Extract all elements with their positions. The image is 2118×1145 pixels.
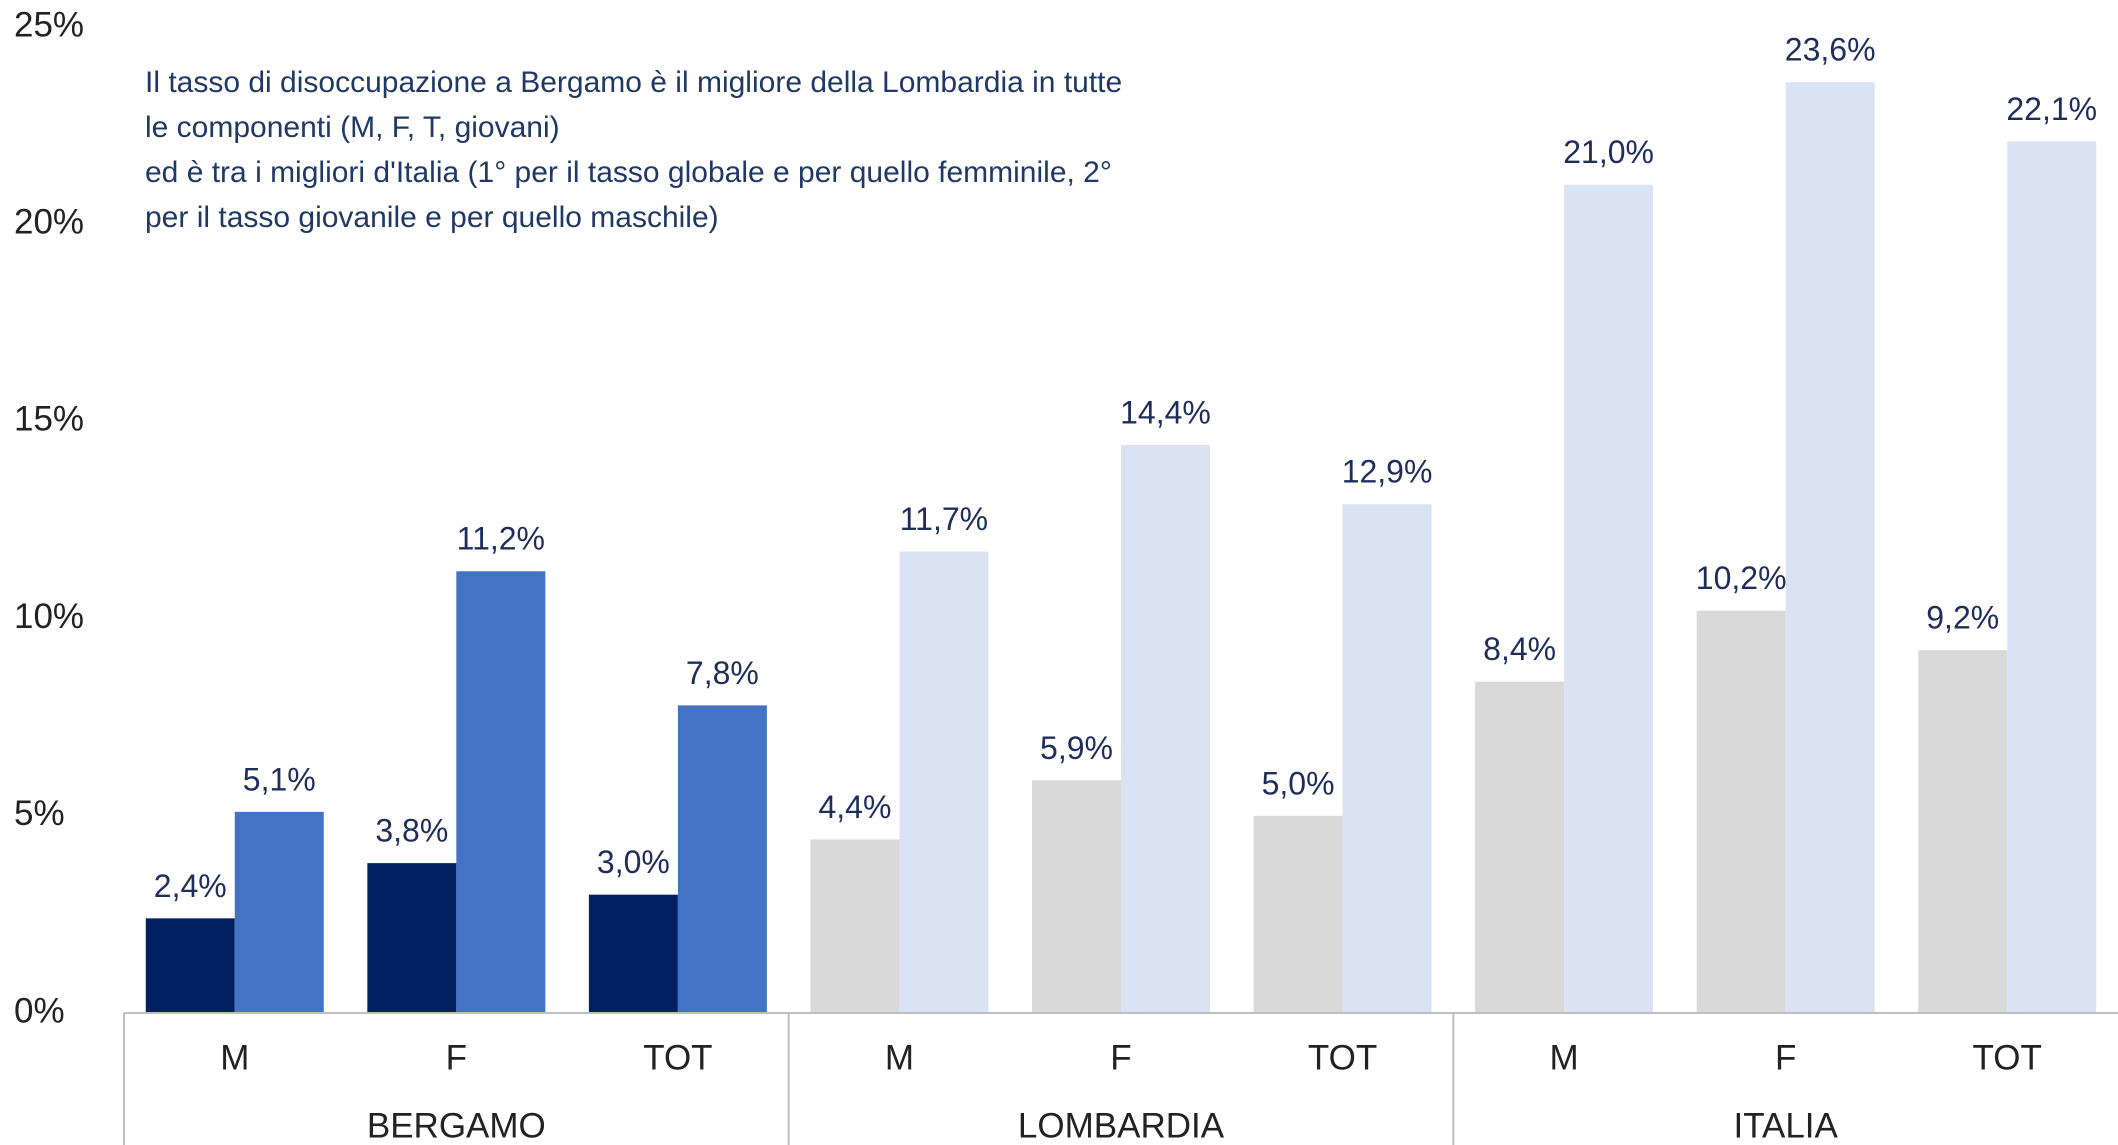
value-label: 21,0% <box>1563 134 1654 170</box>
value-label: 5,0% <box>1262 765 1335 801</box>
bar <box>145 918 235 1013</box>
value-label: 7,8% <box>686 655 759 691</box>
y-tick-label: 10% <box>14 597 84 636</box>
bar <box>1475 681 1565 1013</box>
bar <box>1564 184 1654 1013</box>
annotation: le componenti (M, F, T, giovani) <box>145 111 560 144</box>
value-label: 3,8% <box>375 813 448 849</box>
annotation: Il tasso di disoccupazione a Bergamo è i… <box>145 66 1122 99</box>
x-tick-label: TOT <box>643 1038 712 1077</box>
value-label: 2,4% <box>154 868 227 904</box>
bar <box>367 863 457 1013</box>
y-tick-label: 15% <box>14 400 84 439</box>
bar <box>2007 141 2097 1014</box>
value-label: 3,0% <box>597 844 670 880</box>
value-label: 14,4% <box>1120 395 1211 431</box>
bar <box>1121 445 1210 1014</box>
bar <box>1032 780 1121 1013</box>
bar <box>1253 815 1343 1013</box>
value-label: 9,2% <box>1926 600 1999 636</box>
annotation: per il tasso giovanile e per quello masc… <box>145 201 719 234</box>
bar <box>677 705 767 1013</box>
value-label: 4,4% <box>818 789 891 825</box>
bar <box>456 571 546 1013</box>
x-tick-label: F <box>1110 1038 1131 1077</box>
bar <box>810 839 900 1013</box>
bar <box>234 811 324 1013</box>
y-tick-label: 20% <box>14 202 84 241</box>
y-tick-label: 5% <box>14 794 65 833</box>
value-label: 5,9% <box>1040 730 1113 766</box>
group-label: BERGAMO <box>367 1106 546 1145</box>
bar <box>1342 504 1432 1013</box>
value-label: 23,6% <box>1785 32 1876 68</box>
group-label: LOMBARDIA <box>1018 1106 1225 1145</box>
x-tick-label: TOT <box>1973 1038 2042 1077</box>
value-label: 12,9% <box>1342 454 1433 490</box>
value-label: 10,2% <box>1696 560 1787 596</box>
x-tick-label: M <box>885 1038 914 1077</box>
y-tick-label: 25% <box>14 5 84 44</box>
bar <box>899 551 989 1013</box>
bar <box>1918 650 2008 1013</box>
value-label: 11,7% <box>900 501 988 537</box>
y-tick-label: 0% <box>14 991 65 1030</box>
x-tick-label: M <box>1550 1038 1579 1077</box>
bar <box>1785 82 1875 1013</box>
value-label: 11,2% <box>457 521 545 557</box>
value-label: 5,1% <box>243 761 316 797</box>
value-label: 22,1% <box>2006 91 2097 127</box>
bar <box>588 894 678 1013</box>
x-tick-label: M <box>220 1038 249 1077</box>
x-tick-label: F <box>446 1038 467 1077</box>
x-tick-label: TOT <box>1308 1038 1377 1077</box>
annotation: ed è tra i migliori d'Italia (1° per il … <box>145 156 1112 189</box>
value-label: 8,4% <box>1483 631 1556 667</box>
x-tick-label: F <box>1775 1038 1796 1077</box>
bar <box>1696 610 1786 1013</box>
group-label: ITALIA <box>1733 1106 1838 1145</box>
